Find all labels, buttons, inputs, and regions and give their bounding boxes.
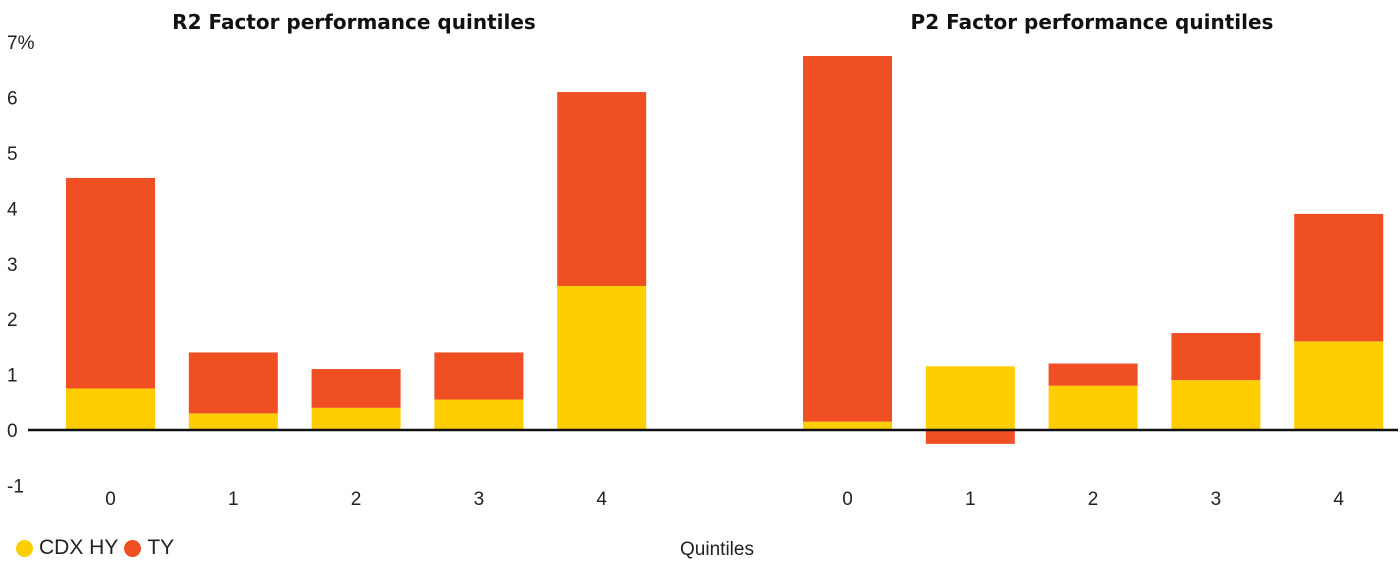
legend-item-cdx-hy: CDX HY (16, 536, 118, 560)
x-tick-label: 4 (596, 489, 607, 510)
y-tick-label: 6 (7, 89, 18, 110)
legend-swatch-cdx-hy (16, 539, 33, 557)
bar-cdx-hy (925, 366, 1015, 430)
bar-ty (925, 430, 1015, 444)
bar-cdx-hy (803, 421, 892, 430)
bar-ty (66, 177, 155, 389)
y-tick-label: 3 (7, 255, 18, 276)
bar-ty (311, 369, 401, 408)
legend-label-cdx-hy: CDX HY (39, 536, 119, 559)
bar-ty (1294, 213, 1384, 342)
legend: CDX HY TY (16, 536, 180, 560)
y-tick-label: 7% (7, 33, 35, 54)
bar-ty (557, 92, 647, 286)
bar-cdx-hy (434, 399, 524, 430)
x-tick-label: 0 (842, 489, 853, 510)
chart-title: R2 Factor performance quintiles (172, 10, 536, 34)
x-tick-label: 1 (965, 489, 976, 510)
bar-cdx-hy (1048, 385, 1138, 430)
x-tick-label: 3 (474, 489, 485, 510)
y-tick-label: 4 (7, 199, 18, 220)
x-tick-label: 2 (351, 489, 362, 510)
x-tick-label: 0 (105, 489, 116, 510)
bar-cdx-hy (66, 388, 155, 430)
bar-ty (188, 352, 278, 414)
bar-cdx-hy (1171, 380, 1261, 430)
bar-ty (434, 352, 524, 400)
legend-item-ty: TY (124, 536, 174, 560)
x-tick-label: 1 (228, 489, 239, 510)
bar-ty (803, 56, 892, 422)
x-tick-label: 4 (1333, 489, 1344, 510)
y-tick-label: -1 (7, 476, 24, 497)
legend-swatch-ty (124, 539, 142, 557)
bar-cdx-hy (188, 413, 278, 430)
x-tick-label: 3 (1211, 489, 1222, 510)
x-axis-label: Quintiles (680, 539, 754, 560)
legend-label-ty: TY (147, 536, 175, 559)
bar-cdx-hy (557, 285, 647, 430)
bar-ty (1171, 333, 1261, 381)
y-axis-ticks: 7% 6 5 4 3 2 1 0 -1 (7, 33, 35, 497)
y-tick-label: 1 (7, 366, 18, 387)
r2-chart-panel: R2 Factor performance quintiles 0 1 2 3 4 (66, 10, 647, 510)
y-tick-label: 0 (7, 421, 18, 442)
y-tick-label: 5 (7, 144, 18, 165)
x-tick-label: 2 (1088, 489, 1099, 510)
chart-title: P2 Factor performance quintiles (911, 10, 1274, 34)
y-tick-label: 2 (7, 310, 18, 331)
bar-cdx-hy (311, 407, 401, 430)
p2-chart-panel: P2 Factor performance quintiles 0 1 2 3 4 (803, 10, 1384, 510)
bar-ty (1048, 363, 1138, 386)
bar-cdx-hy (1294, 341, 1384, 430)
